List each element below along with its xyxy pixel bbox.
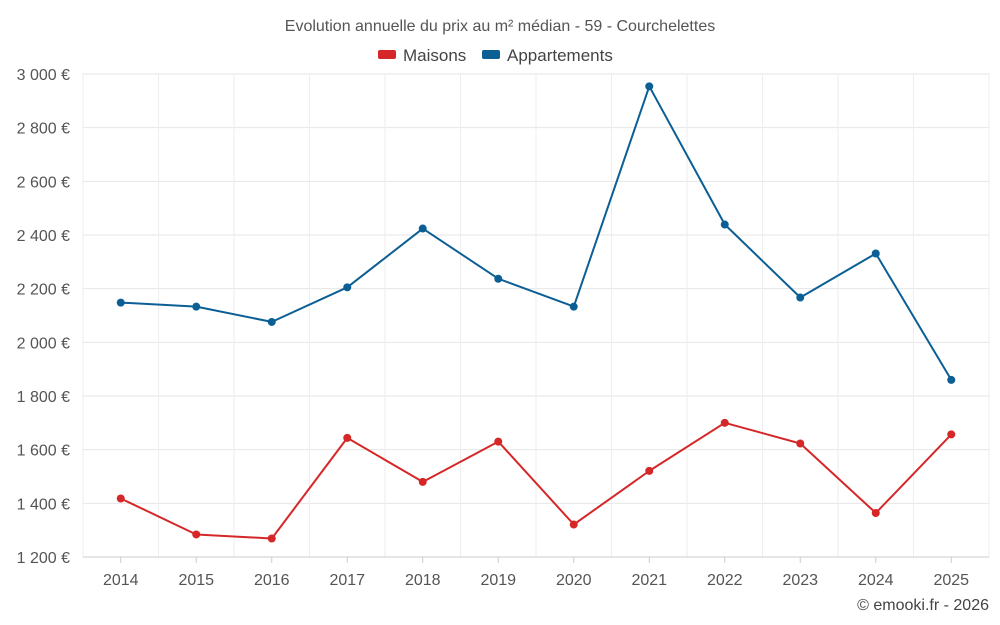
data-point-maisons[interactable] (192, 530, 201, 539)
data-point-appartements[interactable] (343, 283, 352, 292)
data-point-maisons[interactable] (343, 433, 352, 442)
legend-label-appartements: Appartements (507, 46, 613, 65)
data-point-maisons[interactable] (267, 534, 276, 543)
y-tick-label: 3 000 € (17, 67, 70, 84)
x-tick-label: 2017 (329, 572, 365, 589)
y-axis: 1 200 € 1 400 € 1 600 € 1 800 € 2 000 € 2 200… (17, 67, 70, 567)
data-point-appartements[interactable] (645, 82, 654, 91)
x-tick-label: 2015 (178, 572, 214, 589)
data-point-maisons[interactable] (645, 466, 654, 475)
series-layer (116, 82, 956, 543)
x-tick-label: 2020 (556, 572, 592, 589)
x-axis: 2014 2015 2016 2017 2018 2019 2020 2021 2022 2023… (83, 556, 989, 589)
legend-label-maisons: Maisons (403, 46, 466, 65)
data-point-maisons[interactable] (720, 418, 729, 427)
data-point-appartements[interactable] (569, 302, 578, 311)
y-tick-label: 1 600 € (17, 443, 70, 460)
y-tick-label: 2 000 € (17, 335, 70, 352)
series-line-maisons (120, 421, 953, 540)
x-tick-label: 2025 (933, 572, 969, 589)
x-tick-label: 2021 (631, 572, 667, 589)
y-tick-label: 2 200 € (17, 282, 70, 299)
data-point-appartements[interactable] (720, 220, 729, 229)
x-tick-label: 2016 (254, 572, 290, 589)
data-point-appartements[interactable] (418, 224, 427, 233)
legend-item-appartements[interactable]: Appartements (482, 46, 613, 65)
data-point-maisons[interactable] (418, 477, 427, 486)
data-point-appartements[interactable] (796, 293, 805, 302)
legend-swatch-appartements (482, 50, 500, 59)
y-tick-label: 1 200 € (17, 550, 70, 567)
data-point-appartements[interactable] (871, 249, 880, 258)
x-tick-label: 2019 (480, 572, 516, 589)
y-tick-label: 1 800 € (17, 389, 70, 406)
grid (82, 73, 990, 558)
x-tick-label: 2018 (405, 572, 441, 589)
data-point-appartements[interactable] (116, 298, 125, 307)
data-point-appartements[interactable] (192, 302, 201, 311)
y-tick-label: 1 400 € (17, 496, 70, 513)
credit-text: © emooki.fr - 2026 (857, 597, 989, 614)
legend-item-maisons[interactable]: Maisons (378, 46, 466, 65)
data-point-maisons[interactable] (116, 494, 125, 503)
y-tick-label: 2 400 € (17, 228, 70, 245)
chart-title: Evolution annuelle du prix au m² médian … (285, 18, 715, 35)
x-tick-label: 2014 (103, 572, 139, 589)
y-tick-label: 2 800 € (17, 121, 70, 138)
data-point-appartements[interactable] (267, 317, 276, 326)
data-point-maisons[interactable] (796, 439, 805, 448)
data-point-appartements[interactable] (494, 274, 503, 283)
x-tick-label: 2022 (707, 572, 743, 589)
legend: Maisons Appartements (378, 46, 613, 65)
data-point-maisons[interactable] (494, 437, 503, 446)
data-point-maisons[interactable] (871, 508, 880, 517)
series-line-appartements (120, 85, 953, 381)
x-tick-label: 2024 (858, 572, 894, 589)
x-tick-label: 2023 (782, 572, 818, 589)
data-point-appartements[interactable] (947, 375, 956, 384)
data-point-maisons[interactable] (947, 430, 956, 439)
data-point-maisons[interactable] (569, 520, 578, 529)
y-tick-label: 2 600 € (17, 174, 70, 191)
legend-swatch-maisons (378, 50, 396, 59)
